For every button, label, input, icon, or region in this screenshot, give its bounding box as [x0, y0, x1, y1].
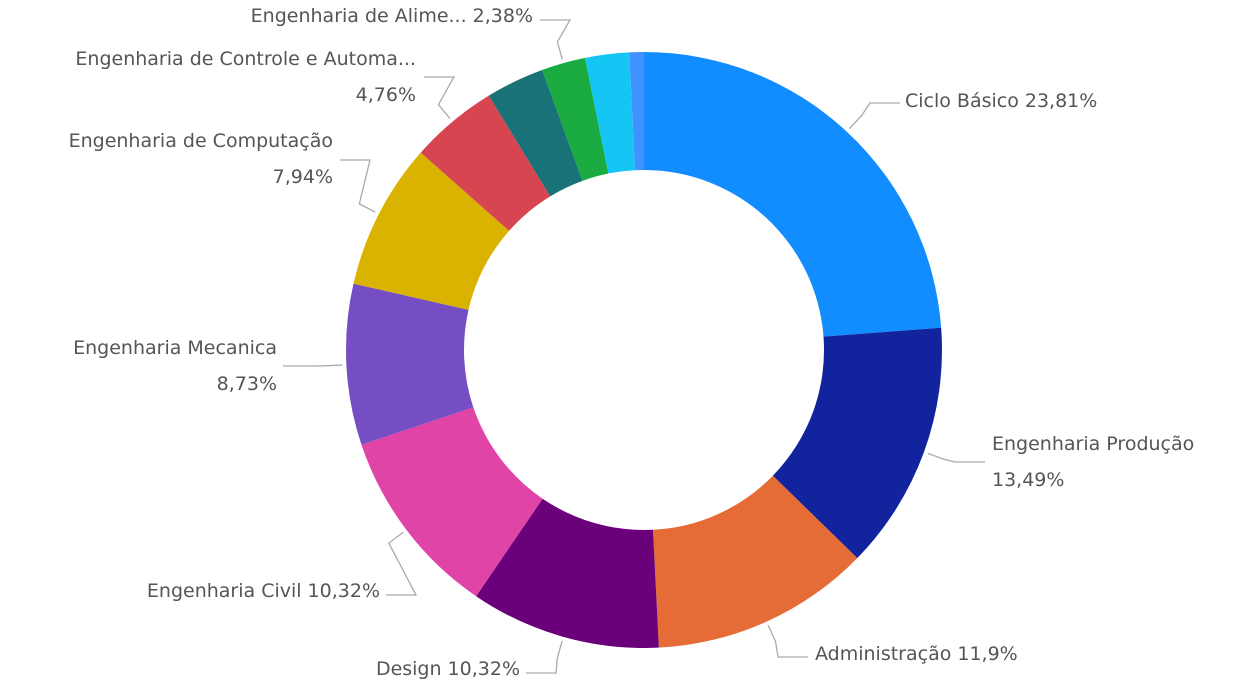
- category-label: Engenharia de Computação: [69, 130, 333, 152]
- slice: [652, 475, 858, 648]
- data-label: Ciclo Básico 23,81%: [905, 90, 1097, 112]
- slice: [361, 407, 543, 597]
- leader-line: [848, 102, 900, 130]
- slice: [353, 152, 510, 310]
- category-label: Engenharia Civil: [147, 580, 302, 602]
- leader-line: [386, 531, 418, 596]
- leader-line: [927, 452, 985, 463]
- value-label: 10,32%: [448, 658, 520, 680]
- value-label: 8,73%: [217, 373, 277, 395]
- data-label: Engenharia de Controle e Automa... 4,76%: [75, 48, 416, 106]
- leader-line: [540, 19, 572, 60]
- value-label: 11,9%: [957, 643, 1017, 665]
- slice: [346, 283, 474, 445]
- category-label: Engenharia de Controle e Automa...: [75, 48, 416, 70]
- data-label: Design 10,32%: [376, 658, 520, 680]
- value-label: 10,32%: [308, 580, 380, 602]
- data-label: Engenharia Civil 10,32%: [147, 580, 380, 602]
- value-label: 4,76%: [356, 84, 416, 106]
- slice: [644, 52, 942, 337]
- category-label: Design: [376, 658, 442, 680]
- leader-line: [767, 625, 808, 658]
- value-label: 2,38%: [473, 5, 533, 27]
- value-label: 13,49%: [992, 469, 1064, 491]
- slice: [476, 498, 659, 648]
- category-label: Engenharia de Alime...: [251, 5, 467, 27]
- slice: [629, 52, 644, 171]
- value-label: 23,81%: [1025, 90, 1097, 112]
- slice: [772, 327, 943, 559]
- leader-line: [526, 640, 563, 674]
- data-label: Engenharia de Alime... 2,38%: [251, 5, 533, 27]
- slice: [420, 95, 551, 231]
- category-label: Engenharia Produção: [992, 433, 1194, 455]
- slice: [585, 52, 636, 174]
- category-label: Administração: [815, 643, 951, 665]
- leader-line: [340, 159, 376, 213]
- data-label: Engenharia Mecanica 8,73%: [73, 337, 277, 395]
- category-label: Ciclo Básico: [905, 90, 1019, 112]
- data-label: Administração 11,9%: [815, 643, 1018, 665]
- leader-line: [283, 364, 343, 367]
- slice: [488, 69, 583, 197]
- slice: [542, 57, 609, 181]
- leader-line: [424, 76, 456, 119]
- category-label: Engenharia Mecanica: [73, 337, 277, 359]
- value-label: 7,94%: [273, 166, 333, 188]
- data-label: Engenharia Produção 13,49%: [992, 433, 1194, 491]
- data-label: Engenharia de Computação 7,94%: [69, 130, 333, 188]
